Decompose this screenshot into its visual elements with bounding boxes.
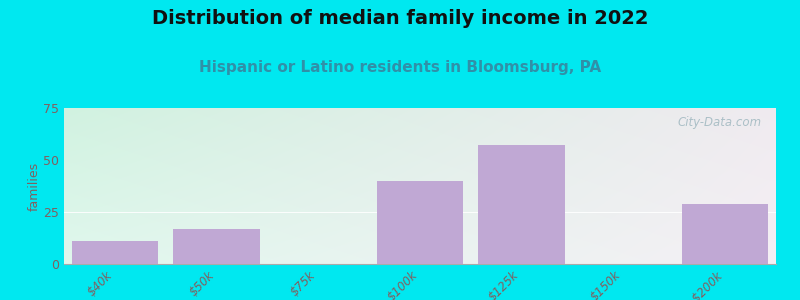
Bar [377, 181, 463, 264]
Text: City-Data.com: City-Data.com [678, 116, 762, 129]
Bar [682, 204, 768, 264]
Bar [478, 146, 565, 264]
Bar [174, 229, 260, 264]
Text: Distribution of median family income in 2022: Distribution of median family income in … [152, 9, 648, 28]
Y-axis label: families: families [27, 161, 40, 211]
Text: Hispanic or Latino residents in Bloomsburg, PA: Hispanic or Latino residents in Bloomsbu… [199, 60, 601, 75]
Bar [72, 241, 158, 264]
